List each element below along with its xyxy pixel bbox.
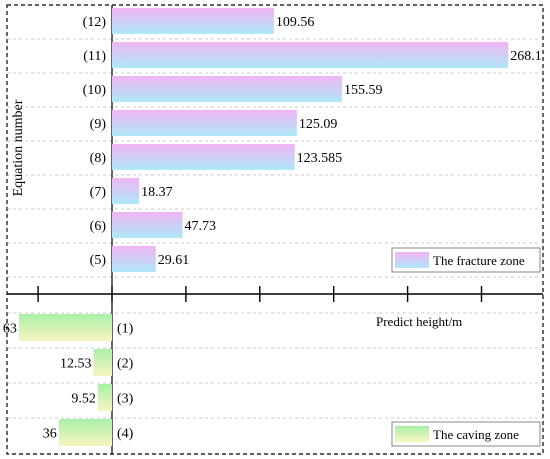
caving-value-label-1: 12.53 [60, 357, 92, 372]
fracture-zone-bars: (12) 109.56 (11) 268.1 (10) 155.59 (9) 125.09 (8… [83, 8, 542, 272]
legend-fracture-zone-swatch [395, 252, 429, 268]
legend-caving-zone: The caving zone [391, 421, 541, 447]
legend-fracture-zone: The fracture zone [391, 247, 541, 273]
fracture-category-label-7: (5) [90, 253, 107, 268]
fracture-value-label-0: 109.56 [276, 15, 315, 30]
caving-value-label-2: 9.52 [71, 392, 96, 407]
caving-category-label-2: (3) [117, 392, 134, 407]
fracture-value-label-6: 47.73 [185, 219, 217, 234]
fracture-value-label-3: 125.09 [299, 117, 338, 132]
fracture-category-label-6: (6) [90, 219, 107, 234]
legend-fracture-zone-label: The fracture zone [433, 253, 525, 268]
caving-bar-2 [97, 384, 112, 411]
legend-caving-zone-label: The caving zone [433, 427, 519, 442]
y-axis-title: Equation number [11, 99, 26, 196]
fracture-value-label-2: 155.59 [344, 83, 383, 98]
fracture-value-label-7: 29.61 [158, 253, 190, 268]
fracture-value-label-1: 268.1 [510, 49, 542, 64]
fracture-category-label-3: (9) [90, 117, 107, 132]
grid-top [7, 38, 543, 278]
fracture-category-label-1: (11) [83, 49, 106, 64]
fracture-bar-6 [112, 212, 183, 238]
chart-frame [6, 4, 544, 455]
fracture-bar-0 [112, 8, 274, 34]
fracture-bar-2 [112, 76, 342, 102]
caving-bar-0 [18, 314, 112, 341]
fracture-category-label-2: (10) [83, 83, 107, 98]
caving-bar-3 [58, 419, 112, 446]
fracture-bar-5 [112, 178, 140, 204]
x-axis-title: Predict height/m [376, 314, 462, 329]
fracture-category-label-4: (8) [90, 151, 107, 166]
caving-bar-1 [93, 349, 112, 376]
caving-value-label-0: 63 [3, 322, 17, 337]
caving-category-label-1: (2) [117, 357, 134, 372]
fracture-bar-1 [112, 42, 509, 68]
caving-category-label-0: (1) [117, 322, 134, 337]
x-ticks [37, 286, 483, 302]
fracture-value-label-4: 123.585 [297, 151, 343, 166]
grid-bottom [7, 312, 543, 419]
caving-value-label-3: 36 [43, 427, 57, 442]
fracture-bar-3 [112, 110, 297, 136]
fracture-bar-7 [112, 246, 156, 272]
caving-zone-bars: (1) 63 (2) 12.53 (3) 9.52 (4) 36 [3, 314, 134, 446]
legend-caving-zone-swatch [395, 426, 429, 442]
caving-category-label-3: (4) [117, 427, 134, 442]
fracture-bar-4 [112, 144, 295, 170]
fracture-value-label-5: 18.37 [141, 185, 173, 200]
fracture-category-label-0: (12) [83, 15, 107, 30]
fracture-category-label-5: (7) [90, 185, 107, 200]
